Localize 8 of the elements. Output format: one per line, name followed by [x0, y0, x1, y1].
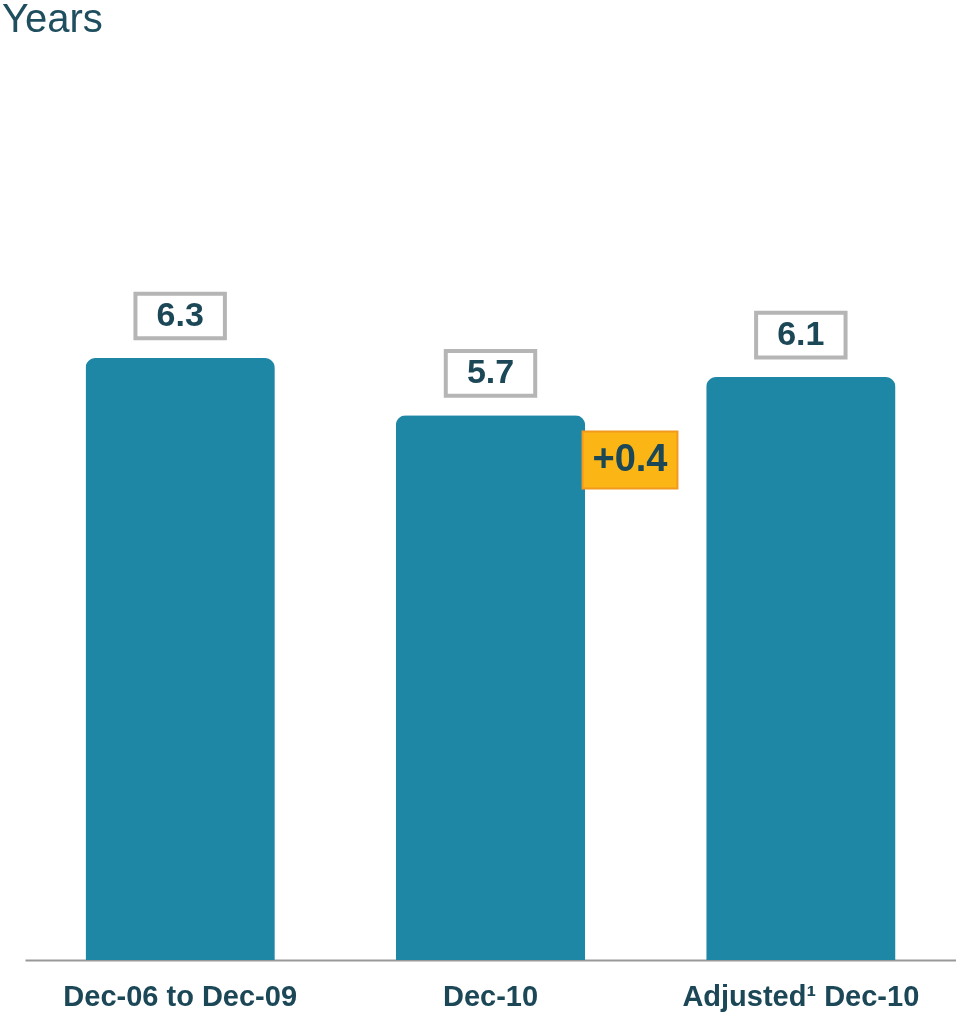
- annotation: +0.4: [592, 437, 668, 479]
- x-tick-label: Dec-10: [442, 979, 539, 1012]
- chart-title: Years: [2, 0, 103, 40]
- data-label: 6.1: [777, 314, 825, 353]
- x-tick-label: Dec-06 to Dec-09: [63, 979, 298, 1012]
- data-label: 6.3: [156, 295, 204, 333]
- data-label: 5.7: [466, 352, 515, 391]
- x-tick-label: Adjusted¹ Dec-10: [682, 979, 920, 1012]
